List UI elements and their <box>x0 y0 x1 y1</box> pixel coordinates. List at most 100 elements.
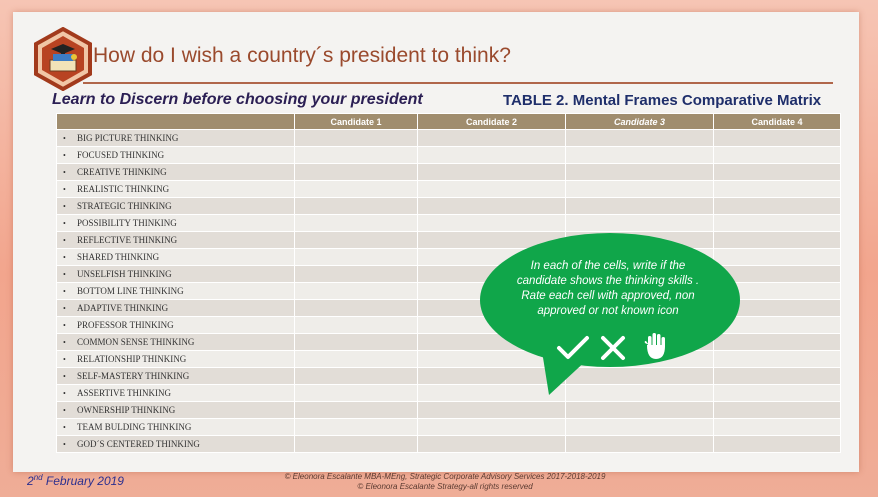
bullet-icon: • <box>63 185 66 194</box>
table-row: • CREATIVE THINKING <box>56 163 841 181</box>
skill-label: COMMON SENSE THINKING <box>77 337 195 347</box>
skill-cell: • RELATIONSHIP THINKING <box>56 350 295 368</box>
skill-label: FOCUSED THINKING <box>77 150 165 160</box>
table-title: TABLE 2. Mental Frames Comparative Matri… <box>503 92 822 109</box>
rating-cell-candidate-2[interactable] <box>417 214 566 232</box>
rating-cell-candidate-2[interactable] <box>417 435 566 453</box>
rating-cell-candidate-1[interactable] <box>294 231 418 249</box>
rating-cell-candidate-1[interactable] <box>294 367 418 385</box>
column-header-candidate-2: Candidate 2 <box>417 113 566 130</box>
rating-cell-candidate-1[interactable] <box>294 197 418 215</box>
bullet-icon: • <box>63 219 66 228</box>
rating-cell-candidate-3[interactable] <box>565 418 714 436</box>
rating-cell-candidate-2[interactable] <box>417 163 566 181</box>
rating-cell-candidate-1[interactable] <box>294 316 418 334</box>
table-header-row: Candidate 1 Candidate 2 Candidate 3 Cand… <box>56 113 841 130</box>
rating-cell-candidate-4[interactable] <box>713 418 841 436</box>
title-divider <box>83 82 833 84</box>
rating-cell-candidate-4[interactable] <box>713 129 841 147</box>
skill-cell: • COMMON SENSE THINKING <box>56 333 295 351</box>
table-row: • ASSERTIVE THINKING <box>56 384 841 402</box>
rating-cell-candidate-2[interactable] <box>417 146 566 164</box>
bullet-icon: • <box>63 372 66 381</box>
rating-cell-candidate-2[interactable] <box>417 401 566 419</box>
rating-cell-candidate-3[interactable] <box>565 214 714 232</box>
rating-cell-candidate-3[interactable] <box>565 401 714 419</box>
rating-cell-candidate-3[interactable] <box>565 163 714 181</box>
bullet-icon: • <box>63 423 66 432</box>
rating-cell-candidate-1[interactable] <box>294 350 418 368</box>
rating-cell-candidate-4[interactable] <box>713 367 841 385</box>
copyright-notice: © Eleonora Escalante MBA-MEng, Strategic… <box>284 472 606 491</box>
rating-cell-candidate-1[interactable] <box>294 435 418 453</box>
rating-cell-candidate-4[interactable] <box>713 350 841 368</box>
rating-cell-candidate-1[interactable] <box>294 282 418 300</box>
skill-cell: • FOCUSED THINKING <box>56 146 295 164</box>
rating-cell-candidate-4[interactable] <box>713 197 841 215</box>
rating-cell-candidate-2[interactable] <box>417 350 566 368</box>
bullet-icon: • <box>63 355 66 364</box>
rating-cell-candidate-1[interactable] <box>294 163 418 181</box>
skill-cell: • ADAPTIVE THINKING <box>56 299 295 317</box>
speech-bubble <box>480 233 740 395</box>
skill-cell: • REALISTIC THINKING <box>56 180 295 198</box>
rating-cell-candidate-4[interactable] <box>713 146 841 164</box>
rating-cell-candidate-4[interactable] <box>713 265 841 283</box>
rating-cell-candidate-2[interactable] <box>417 129 566 147</box>
rating-cell-candidate-1[interactable] <box>294 418 418 436</box>
table-row: • REALISTIC THINKING <box>56 180 841 198</box>
skill-label: REFLECTIVE THINKING <box>77 235 178 245</box>
skill-label: BIG PICTURE THINKING <box>77 133 179 143</box>
skill-label: BOTTOM LINE THINKING <box>77 286 184 296</box>
rating-cell-candidate-1[interactable] <box>294 129 418 147</box>
rating-cell-candidate-1[interactable] <box>294 265 418 283</box>
rating-cell-candidate-4[interactable] <box>713 333 841 351</box>
rating-cell-candidate-3[interactable] <box>565 384 714 402</box>
rating-cell-candidate-1[interactable] <box>294 146 418 164</box>
rating-cell-candidate-1[interactable] <box>294 401 418 419</box>
rating-cell-candidate-1[interactable] <box>294 214 418 232</box>
rating-cell-candidate-2[interactable] <box>417 367 566 385</box>
subtitle: Learn to Discern before choosing your pr… <box>52 91 423 108</box>
rating-cell-candidate-1[interactable] <box>294 384 418 402</box>
table-row: • FOCUSED THINKING <box>56 146 841 164</box>
skill-label: GOD´S CENTERED THINKING <box>77 439 200 449</box>
rating-cell-candidate-1[interactable] <box>294 248 418 266</box>
rating-cell-candidate-1[interactable] <box>294 333 418 351</box>
comparative-matrix: Candidate 1 Candidate 2 Candidate 3 Cand… <box>56 113 841 453</box>
rating-cell-candidate-3[interactable] <box>565 180 714 198</box>
bullet-icon: • <box>63 304 66 313</box>
skill-label: POSSIBILITY THINKING <box>77 218 177 228</box>
rating-cell-candidate-2[interactable] <box>417 197 566 215</box>
rating-cell-candidate-3[interactable] <box>565 197 714 215</box>
rating-cell-candidate-1[interactable] <box>294 299 418 317</box>
rating-cell-candidate-4[interactable] <box>713 180 841 198</box>
skill-label: RELATIONSHIP THINKING <box>77 354 187 364</box>
table-row: • TEAM BULDING THINKING <box>56 418 841 436</box>
bullet-icon: • <box>63 134 66 143</box>
bullet-icon: • <box>63 168 66 177</box>
rating-cell-candidate-4[interactable] <box>713 163 841 181</box>
skill-cell: • REFLECTIVE THINKING <box>56 231 295 249</box>
skill-cell: • POSSIBILITY THINKING <box>56 214 295 232</box>
rating-cell-candidate-2[interactable] <box>417 231 566 249</box>
rating-cell-candidate-4[interactable] <box>713 401 841 419</box>
rating-cell-candidate-3[interactable] <box>565 129 714 147</box>
column-header-candidate-3: Candidate 3 <box>565 113 714 130</box>
skill-label: TEAM BULDING THINKING <box>77 422 192 432</box>
rating-cell-candidate-3[interactable] <box>565 146 714 164</box>
rating-cell-candidate-3[interactable] <box>565 435 714 453</box>
skill-cell: • BIG PICTURE THINKING <box>56 129 295 147</box>
bullet-icon: • <box>63 151 66 160</box>
skill-label: ADAPTIVE THINKING <box>77 303 169 313</box>
rating-cell-candidate-4[interactable] <box>713 231 841 249</box>
bullet-icon: • <box>63 321 66 330</box>
rating-cell-candidate-4[interactable] <box>713 384 841 402</box>
rating-cell-candidate-4[interactable] <box>713 435 841 453</box>
rating-cell-candidate-4[interactable] <box>713 214 841 232</box>
skill-label: REALISTIC THINKING <box>77 184 170 194</box>
rating-cell-candidate-2[interactable] <box>417 180 566 198</box>
rating-cell-candidate-2[interactable] <box>417 418 566 436</box>
skill-label: ASSERTIVE THINKING <box>77 388 172 398</box>
rating-cell-candidate-1[interactable] <box>294 180 418 198</box>
